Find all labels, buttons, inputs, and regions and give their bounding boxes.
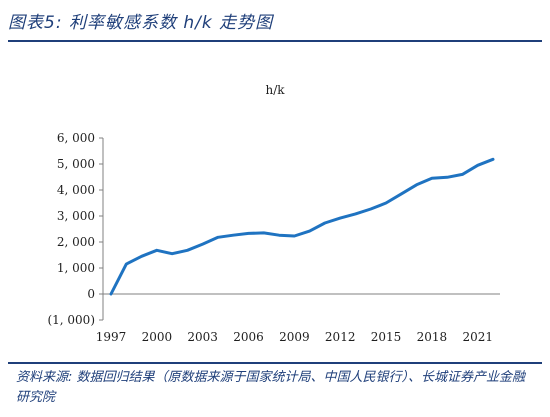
y-tick-label: 1, 000	[57, 261, 95, 275]
x-tick-label: 2009	[279, 330, 310, 344]
series-line	[109, 157, 495, 296]
y-tick-label: 5, 000	[57, 157, 95, 171]
line-chart: h/k 6, 000 5, 000 4, 000 3, 000 2, 000 1, 000…	[47, 83, 500, 344]
x-tick-label: 2018	[417, 330, 448, 344]
y-tick-label: 6, 000	[57, 131, 95, 145]
chart-series	[109, 157, 495, 296]
y-tick-label: 4, 000	[57, 183, 95, 197]
x-tick-label: 2021	[462, 330, 493, 344]
x-tick-label: 2000	[142, 330, 173, 344]
unit-label: h/k	[265, 83, 285, 97]
x-tick-label: 2012	[325, 330, 356, 344]
x-tick-label: 2003	[187, 330, 218, 344]
y-tick-label: 0	[87, 287, 95, 301]
x-tick-label: 2006	[233, 330, 264, 344]
y-tick-label: 2, 000	[57, 235, 95, 249]
source-rule	[8, 362, 542, 364]
title-rule	[8, 40, 542, 42]
x-tick-label: 2015	[371, 330, 402, 344]
y-tick-label: (1, 000)	[47, 313, 95, 327]
x-tick-label: 1997	[96, 330, 127, 344]
figure-title: 图表5: 利率敏感系数 h/k 走势图	[8, 13, 274, 33]
chart-axes: 6, 000 5, 000 4, 000 3, 000 2, 000 1, 000 0 (1,…	[47, 131, 500, 344]
y-tick-label: 3, 000	[57, 209, 95, 223]
source-note: 资料来源: 数据回归结果（原数据来源于国家统计局、中国人民银行）、长城证券产业金…	[16, 370, 526, 405]
